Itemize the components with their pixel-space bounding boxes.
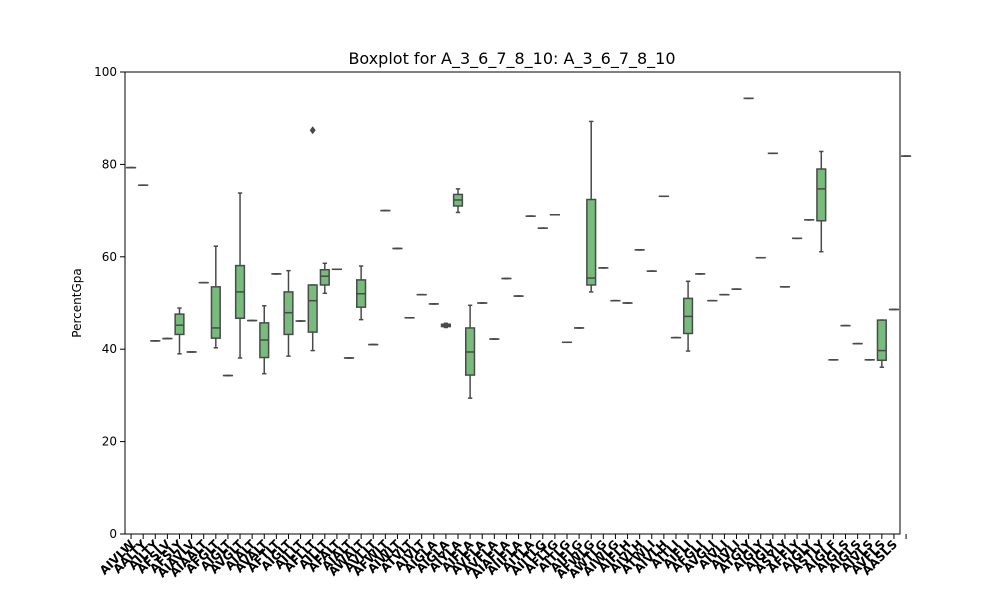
box-body xyxy=(320,270,329,285)
box-outlier xyxy=(310,126,316,134)
y-tick-label: 20 xyxy=(102,435,117,449)
box-body xyxy=(211,287,220,338)
chart-title: Boxplot for A_3_6_7_8_10: A_3_6_7_8_10 xyxy=(348,49,675,69)
y-tick-label: 60 xyxy=(102,250,117,264)
y-tick-label: 80 xyxy=(102,157,117,171)
y-tick-label: 100 xyxy=(94,65,117,79)
box-body xyxy=(587,200,596,285)
y-axis-label: PercentGpa xyxy=(70,268,84,337)
box-body xyxy=(175,314,184,334)
y-tick-label: 40 xyxy=(102,342,117,356)
box-body xyxy=(877,320,886,360)
y-tick-label: 0 xyxy=(109,527,117,541)
plot-layer: 020406080100AIVLWAALTYAILTYAFSLVAFSLYAIA… xyxy=(94,65,910,581)
box-body xyxy=(308,285,317,332)
box-body xyxy=(817,169,826,221)
